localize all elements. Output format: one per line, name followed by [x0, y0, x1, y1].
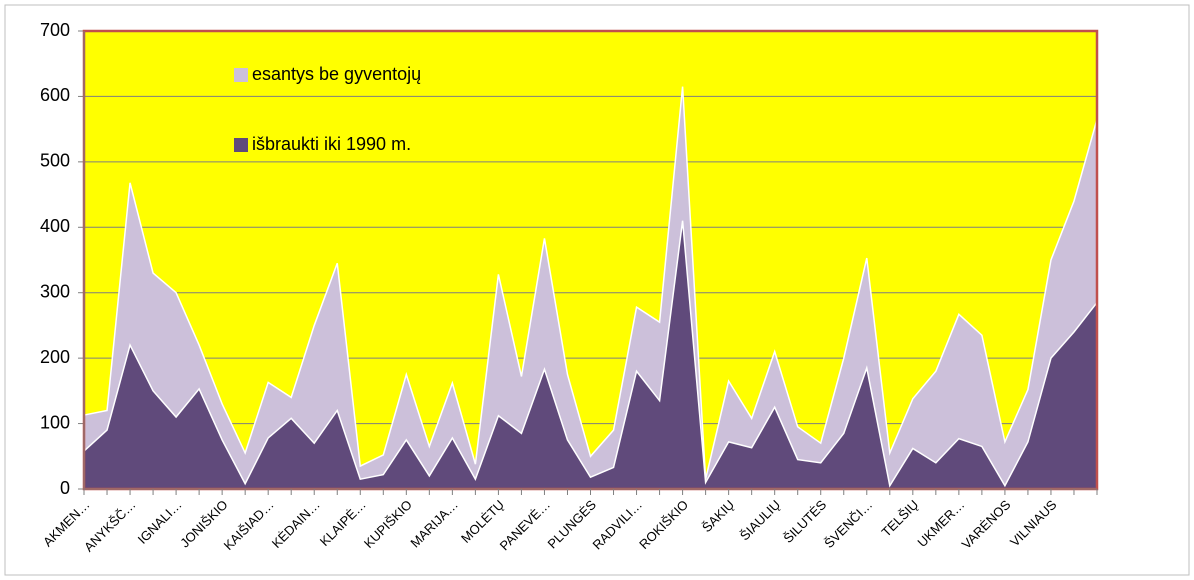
y-tick-label: 500	[40, 151, 70, 171]
area	[83, 220, 1098, 490]
y-tick-label: 200	[40, 347, 70, 367]
legend-swatch	[234, 138, 248, 152]
y-tick-label: 300	[40, 281, 70, 301]
legend-label: esantys be gyventojų	[252, 64, 421, 84]
area	[83, 86, 1098, 490]
legend-swatch	[234, 68, 248, 82]
y-tick-label: 100	[40, 412, 70, 432]
legend-label: išbraukti iki 1990 m.	[252, 134, 411, 154]
y-tick-label: 700	[40, 20, 70, 40]
y-tick-label: 0	[60, 478, 70, 498]
y-tick-label: 600	[40, 85, 70, 105]
y-tick-label: 400	[40, 216, 70, 236]
